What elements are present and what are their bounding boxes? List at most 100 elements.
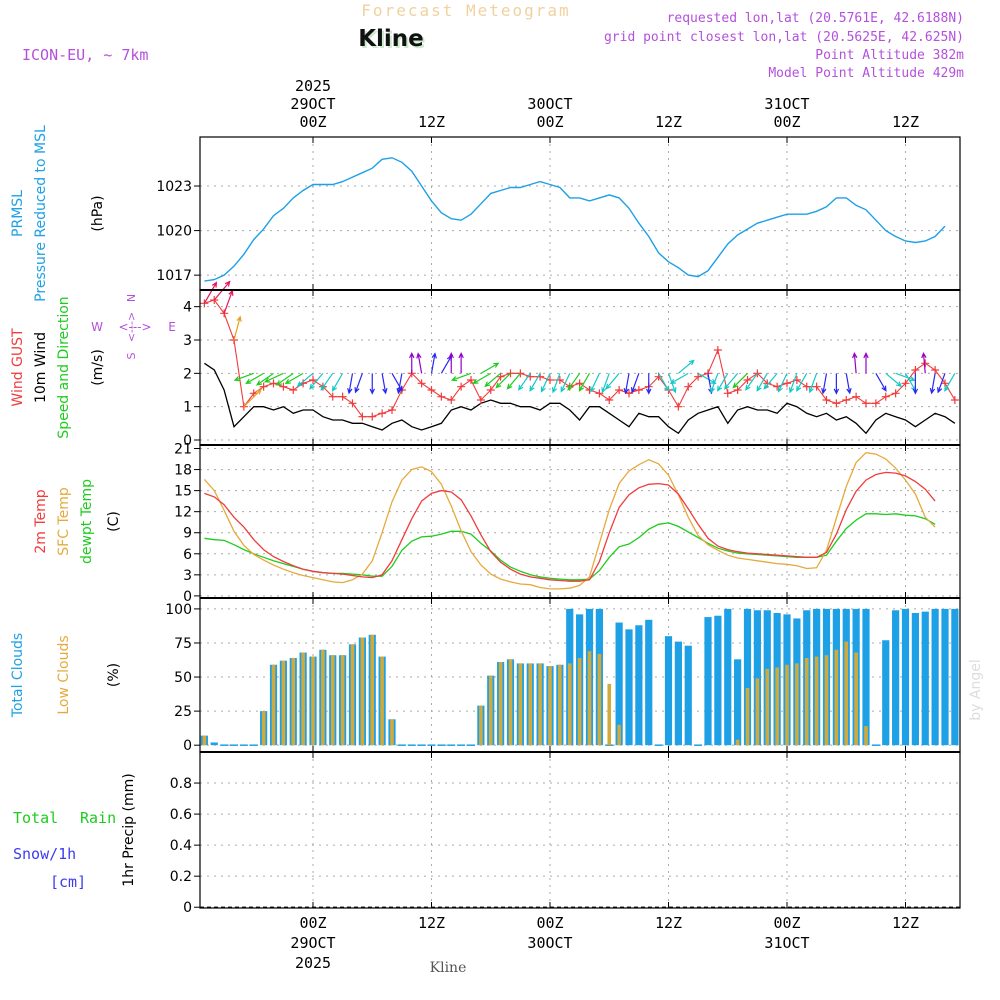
- wind-arrow: [723, 372, 739, 390]
- unit-label-pressure: (hPa): [90, 195, 106, 231]
- compass-north: N: [125, 294, 138, 302]
- y-tick-label: 0: [183, 589, 192, 605]
- low-cloud-bar: [735, 739, 740, 746]
- total-cloud-bar: [635, 625, 643, 746]
- gust-marker: [605, 396, 614, 404]
- low-cloud-bar: [558, 664, 562, 746]
- total-cloud-bar: [645, 619, 653, 746]
- gust-marker: [368, 412, 377, 421]
- gust-marker: [417, 379, 426, 388]
- wind-arrow: [495, 372, 511, 389]
- bottom-time-label: 00Z: [536, 914, 563, 932]
- wind-arrow: [821, 373, 828, 395]
- low-cloud-bar: [291, 657, 296, 746]
- wind-arrow: [517, 372, 531, 391]
- top-time-label: 00Z: [299, 113, 326, 131]
- low-cloud-bar: [271, 664, 276, 746]
- low-cloud-bar: [577, 657, 582, 746]
- legend-cm: [cm]: [50, 873, 86, 891]
- total-cloud-bar: [743, 608, 752, 746]
- compass-horizontal: <--->: [118, 320, 151, 334]
- wind-arrow: [808, 373, 818, 394]
- gust-marker: [832, 399, 841, 408]
- wind-arrow: [243, 388, 262, 408]
- y-tick-label: 0.2: [170, 869, 192, 885]
- gust-marker: [911, 366, 920, 374]
- y-tick-label: 75: [174, 636, 192, 652]
- total-cloud-bar: [753, 610, 761, 746]
- top-time-label: 29OCT: [290, 95, 335, 113]
- gust-marker: [239, 402, 248, 411]
- header: Forecast Meteogram Kline Kline ICON-EU, …: [22, 1, 964, 81]
- top-time-label: 12Z: [418, 113, 445, 131]
- gust-marker: [289, 386, 298, 394]
- gust-marker: [269, 379, 278, 388]
- gust-marker: [338, 392, 347, 401]
- panel-clouds: 0 25 50 75 100 Total Clouds Low Clouds (%): [10, 597, 961, 754]
- y-tick-label: 0: [183, 900, 192, 916]
- location-title: Kline: [358, 26, 424, 52]
- y-tick-label: 6: [183, 547, 192, 563]
- wind-arrow: [430, 352, 437, 374]
- gust-marker: [467, 376, 475, 384]
- y-tick-label: 1020: [156, 224, 192, 240]
- wind-speed-line: [204, 362, 956, 435]
- wind-arrow: [540, 373, 551, 393]
- wind-arrow: [601, 373, 610, 394]
- total-cloud-bar: [941, 608, 949, 746]
- wind-arrow: [697, 372, 717, 385]
- gust-marker: [931, 366, 940, 374]
- low-cloud-bar: [390, 719, 394, 746]
- bottom-time-label: 12Z: [892, 914, 919, 932]
- bottom-time-label: 12Z: [418, 914, 445, 932]
- wind-arrow: [472, 372, 492, 385]
- low-cloud-bar: [765, 668, 770, 746]
- gust-marker: [862, 399, 870, 408]
- low-cloud-bar: [538, 663, 542, 746]
- top-time-label: 30OCT: [527, 95, 572, 113]
- wind-arrow: [284, 372, 304, 385]
- wind-arrow: [921, 352, 927, 374]
- gust-marker: [733, 386, 742, 394]
- low-cloud-bar: [824, 655, 829, 746]
- y-tick-label: 50: [174, 670, 192, 686]
- wind-arrow: [245, 372, 264, 385]
- wind-arrow: [709, 373, 719, 394]
- gust-marker: [674, 402, 683, 411]
- y-tick-label: 2: [183, 366, 192, 382]
- low-cloud-bar: [785, 664, 789, 746]
- gust-marker: [822, 396, 831, 404]
- wind-arrow: [409, 351, 415, 374]
- wind-arrow: [551, 373, 561, 394]
- legend-snow: Snow/1h: [13, 845, 76, 863]
- bottom-time-axis: 00Z 29OCT 2025 12Z 00Z 30OCT 12Z 00Z 31OCT 12Z: [290, 914, 919, 972]
- low-cloud-bar: [350, 644, 355, 746]
- wind-arrow: [717, 373, 729, 392]
- low-cloud-bar: [795, 663, 799, 746]
- model-label: ICON-EU, ~ 7km: [22, 46, 148, 64]
- gust-marker: [388, 406, 396, 414]
- low-cloud-bar: [380, 656, 384, 746]
- wind-arrow: [777, 373, 788, 393]
- wind-arrow: [630, 373, 640, 394]
- total-cloud-bar: [615, 622, 623, 746]
- surface-temp-line: [203, 452, 936, 590]
- compass-east: E: [168, 320, 176, 334]
- low-cloud-bar: [755, 678, 760, 746]
- low-cloud-bar: [864, 726, 868, 746]
- gust-marker: [427, 386, 436, 394]
- gust-marker: [743, 376, 752, 384]
- low-cloud-bar: [834, 649, 839, 746]
- wind-arrow: [223, 289, 234, 314]
- wind-arrow: [677, 359, 695, 374]
- requested-coords: requested lon,lat (20.5761E, 42.6188N): [667, 11, 964, 26]
- y-tick-label: 15: [174, 484, 192, 500]
- total-cloud-bar: [921, 611, 929, 746]
- top-time-label: 00Z: [536, 113, 563, 131]
- wind-arrow: [578, 373, 591, 392]
- gust-marker: [871, 399, 880, 408]
- wind-arrow: [347, 373, 354, 395]
- wind-arrow: [763, 372, 778, 390]
